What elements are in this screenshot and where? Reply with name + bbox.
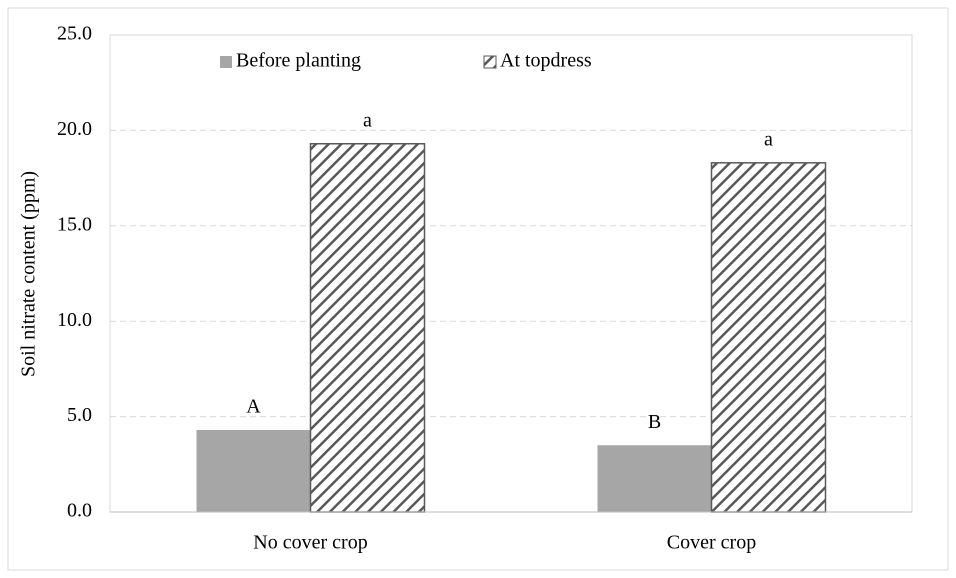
bar-annotation: a xyxy=(764,128,773,150)
x-tick-label: Cover crop xyxy=(667,532,756,554)
y-tick-label: 20.0 xyxy=(57,118,92,140)
bar-annotation: A xyxy=(246,396,261,418)
bar xyxy=(597,445,712,512)
bar xyxy=(309,143,426,513)
bar xyxy=(710,162,827,513)
y-tick-label: 15.0 xyxy=(57,213,92,235)
legend-label: At topdress xyxy=(500,50,592,72)
y-tick-label: 25.0 xyxy=(57,23,92,45)
y-tick-label: 5.0 xyxy=(67,404,92,426)
legend-label: Before planting xyxy=(236,50,361,72)
bar xyxy=(196,429,311,512)
legend-swatch xyxy=(220,56,232,68)
bar-annotation: a xyxy=(363,109,372,131)
y-axis-label: Soil nitrate content (ppm) xyxy=(18,171,40,377)
y-tick-label: 0.0 xyxy=(67,500,92,522)
y-tick-label: 10.0 xyxy=(57,309,92,331)
x-tick-label: No cover crop xyxy=(253,532,367,554)
legend-swatch xyxy=(483,55,497,69)
bar-annotation: B xyxy=(648,411,661,433)
